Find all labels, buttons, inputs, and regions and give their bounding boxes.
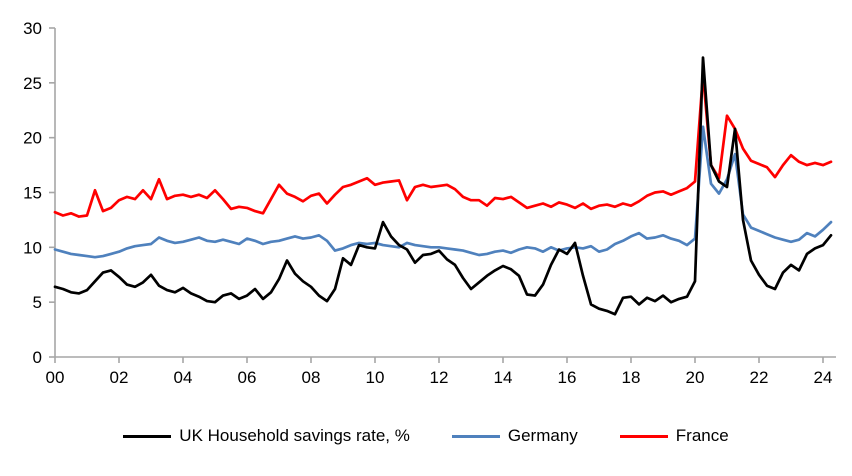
y-tick-label: 15 <box>23 184 42 203</box>
x-tick-label: 12 <box>430 368 449 387</box>
legend-label-germany: Germany <box>507 426 578 445</box>
x-tick-label: 24 <box>814 368 833 387</box>
legend-item-germany: Germany <box>451 426 578 446</box>
legend-label-france: France <box>675 426 729 445</box>
x-tick-label: 08 <box>302 368 321 387</box>
germany-line-swatch <box>451 434 500 438</box>
x-tick-label: 06 <box>238 368 257 387</box>
france-line-swatch <box>619 434 668 438</box>
y-tick-label: 0 <box>33 348 42 367</box>
chart-legend: UK Household savings rate, % Germany Fra… <box>0 426 852 446</box>
y-tick-label: 5 <box>33 293 42 312</box>
x-tick-label: 16 <box>558 368 577 387</box>
series-line-france <box>53 72 833 218</box>
x-tick-label: 10 <box>366 368 385 387</box>
legend-label-uk: UK Household savings rate, % <box>179 426 410 445</box>
uk-line-swatch <box>123 434 172 438</box>
y-tick-label: 25 <box>23 74 42 93</box>
x-tick-label: 20 <box>686 368 705 387</box>
y-tick-label: 30 <box>23 19 42 38</box>
x-tick-label: 00 <box>46 368 65 387</box>
y-tick-label: 10 <box>23 238 42 257</box>
y-tick-label: 20 <box>23 129 42 148</box>
x-tick-label: 22 <box>750 368 769 387</box>
legend-item-france: France <box>619 426 729 446</box>
series-line-germany <box>53 125 833 259</box>
x-tick-label: 04 <box>174 368 193 387</box>
series-line-uk-household-savings-rate <box>53 56 833 316</box>
legend-item-uk: UK Household savings rate, % <box>123 426 410 446</box>
x-tick-label: 18 <box>622 368 641 387</box>
x-tick-label: 14 <box>494 368 513 387</box>
x-tick-label: 02 <box>110 368 129 387</box>
